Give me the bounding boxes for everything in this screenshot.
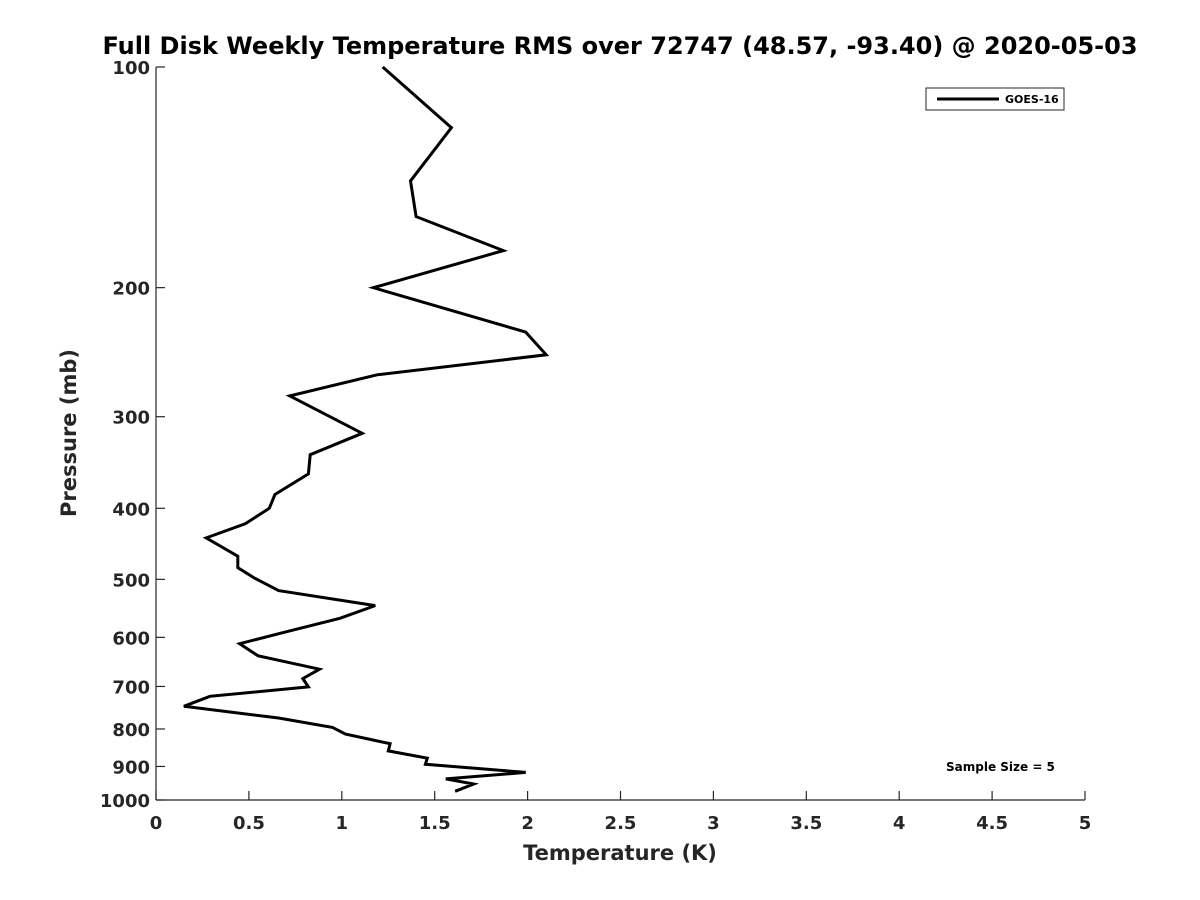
y-tick-label: 500 bbox=[112, 570, 150, 591]
x-tick-label: 0 bbox=[150, 813, 163, 834]
x-tick-label: 3 bbox=[707, 813, 720, 834]
x-ticks: 0 0.5 1 1.5 2 2.5 3 3.5 4 4.5 5 bbox=[150, 791, 1092, 834]
sample-size-annotation: Sample Size = 5 bbox=[946, 760, 1055, 774]
y-tick-label: 300 bbox=[112, 408, 150, 429]
legend: GOES-16 bbox=[925, 87, 1065, 111]
chart-title: Full Disk Weekly Temperature RMS over 72… bbox=[102, 32, 1137, 60]
y-axis-label: Pressure (mb) bbox=[57, 349, 81, 517]
legend-label-goes-16: GOES-16 bbox=[1005, 93, 1059, 106]
x-tick-label: 3.5 bbox=[790, 813, 822, 834]
x-axis-label: Temperature (K) bbox=[523, 841, 717, 865]
x-tick-label: 1 bbox=[336, 813, 349, 834]
x-tick-label: 5 bbox=[1079, 813, 1092, 834]
x-tick-label: 1.5 bbox=[419, 813, 451, 834]
y-tick-label: 100 bbox=[112, 58, 150, 79]
y-tick-label: 900 bbox=[112, 757, 150, 778]
y-tick-label: 700 bbox=[112, 677, 150, 698]
x-tick-label: 0.5 bbox=[233, 813, 265, 834]
series-line-goes-16 bbox=[183, 65, 550, 793]
y-tick-label: 200 bbox=[112, 279, 150, 300]
y-tick-label: 400 bbox=[112, 499, 150, 520]
y-tick-label: 1000 bbox=[100, 791, 150, 812]
y-tick-label: 600 bbox=[112, 628, 150, 649]
y-tick-label: 800 bbox=[112, 720, 150, 741]
y-ticks: 100 200 300 400 500 600 700 800 900 1000 bbox=[100, 58, 165, 812]
x-tick-label: 4.5 bbox=[976, 813, 1008, 834]
x-tick-label: 4 bbox=[893, 813, 906, 834]
x-tick-label: 2.5 bbox=[605, 813, 637, 834]
x-tick-label: 2 bbox=[521, 813, 534, 834]
